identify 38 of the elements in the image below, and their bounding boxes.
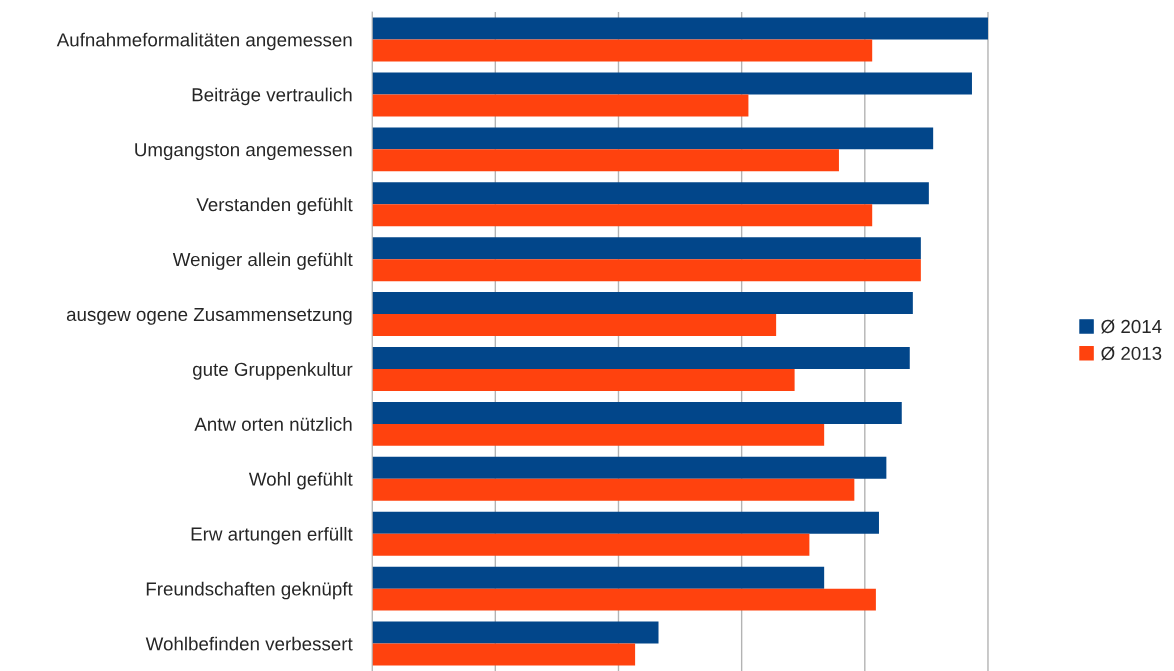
bar: [372, 94, 749, 117]
bar: [372, 314, 777, 337]
y-tick-label: Freundschaften geknüpft: [146, 581, 353, 600]
y-tick-label: Beiträge vertraulich: [192, 87, 352, 106]
y-tick-label: Weniger allein gefühlt: [172, 252, 353, 270]
y-tick-label: Wohlbefinden verbessert: [145, 636, 353, 651]
bar: [372, 292, 913, 315]
bar: [372, 17, 988, 40]
bar: [372, 204, 873, 227]
bar: [372, 566, 825, 589]
bar: [372, 456, 887, 479]
y-tick-label: Erw artungen erfüllt: [191, 526, 353, 545]
bar: [372, 127, 934, 150]
bar: [372, 401, 902, 424]
bar: [372, 72, 972, 95]
bar: [372, 237, 921, 260]
bar: [372, 533, 810, 556]
bar: [372, 478, 855, 501]
bar: [372, 39, 873, 62]
bar: [372, 511, 879, 534]
y-tick-label: Umgangston angemessen: [135, 143, 352, 161]
bar: [372, 423, 825, 446]
bar: [372, 182, 929, 205]
y-tick-label: Aufnahmeformalitäten angemessen: [56, 32, 352, 51]
bar: [372, 368, 795, 391]
y-tick-label: ausgew ogene Zusammensetzung: [66, 307, 352, 325]
bar: [372, 643, 636, 666]
bar: [372, 347, 910, 369]
y-tick-label: Antw orten nützlich: [194, 417, 352, 431]
bar: [372, 621, 659, 644]
legend-label: Ø 2013: [1101, 346, 1162, 361]
bar: [372, 259, 921, 282]
bar: [372, 588, 876, 611]
bar: [372, 149, 839, 172]
y-tick-label: Wohl gefühlt: [248, 472, 353, 490]
legend-label: Ø 2014: [1101, 319, 1162, 334]
y-tick-label: Verstanden gefühlt: [196, 197, 353, 215]
y-tick-label: gute Gruppenkultur: [193, 362, 353, 380]
